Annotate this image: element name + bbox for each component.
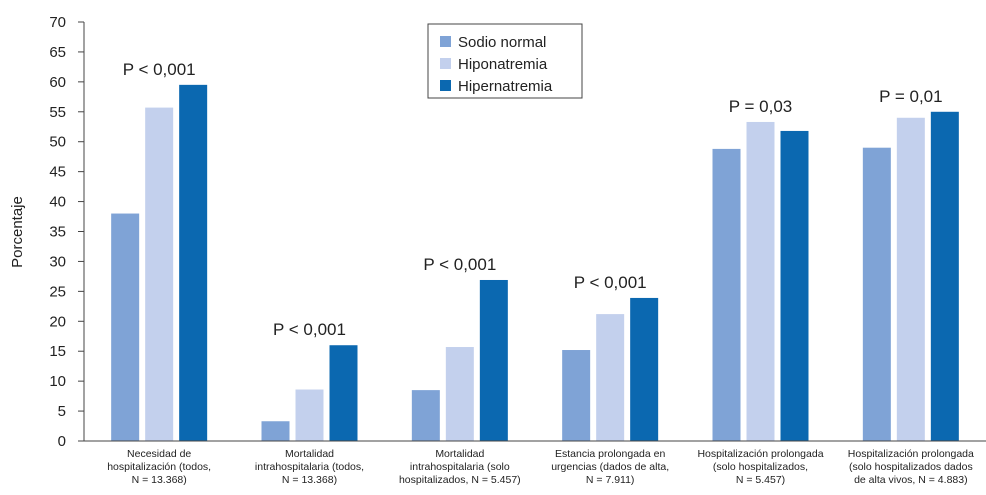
bars-group — [111, 84, 959, 442]
bar — [712, 148, 741, 441]
bar — [411, 390, 440, 441]
y-axis-ticks: 0 5 10 15 20 25 30 35 40 45 50 55 60 65 70 — [49, 14, 85, 450]
y-tick-label: 40 — [49, 194, 66, 211]
bar — [295, 389, 324, 441]
bar — [862, 147, 891, 441]
y-tick-label: 60 — [49, 74, 66, 91]
category-labels: Necesidad de hospitalización (todos, N = 1… — [107, 448, 974, 486]
p-value-label: P = 0,03 — [729, 97, 793, 116]
y-tick-label: 0 — [58, 433, 66, 450]
y-tick-label: 65 — [49, 44, 66, 61]
y-tick-label: 5 — [58, 403, 66, 420]
y-tick-label: 55 — [49, 104, 66, 121]
y-tick-label: 50 — [49, 134, 66, 151]
p-value-label: P = 0,01 — [879, 87, 943, 106]
bar — [329, 345, 358, 441]
bar — [930, 111, 959, 442]
legend-label: Hipernatremia — [458, 78, 553, 95]
legend-swatch — [440, 80, 451, 91]
legend-box — [427, 23, 583, 99]
bar — [630, 297, 659, 441]
legend: Sodio normal Hiponatremia Hipernatremia — [427, 23, 583, 99]
p-value-label: P < 0,001 — [574, 273, 647, 292]
bar — [596, 314, 625, 441]
y-tick-label: 15 — [49, 343, 66, 360]
y-tick-label: 70 — [49, 14, 66, 31]
y-tick-label: 25 — [49, 283, 66, 300]
bar — [896, 117, 925, 442]
y-tick-label: 45 — [49, 164, 66, 181]
x-category-label: Necesidad de hospitalización (todos, N = 1… — [107, 448, 211, 486]
bar — [261, 421, 290, 441]
bar — [445, 347, 474, 441]
legend-label: Sodio normal — [458, 34, 546, 51]
p-value-label: P < 0,001 — [423, 255, 496, 274]
bar — [780, 130, 809, 441]
p-value-label: P < 0,001 — [273, 320, 346, 339]
bar — [479, 279, 508, 441]
bar — [111, 213, 140, 441]
legend-swatch — [440, 36, 451, 47]
bar — [145, 107, 174, 442]
x-category-label: Estancia prolongada en urgencias (dados d… — [551, 448, 669, 486]
y-tick-label: 20 — [49, 313, 66, 330]
y-tick-label: 10 — [49, 373, 66, 390]
p-value-label: P < 0,001 — [123, 60, 196, 79]
x-category-label: Mortalidad intrahospitalaria (solo hospita… — [399, 448, 521, 486]
legend-label: Hiponatremia — [458, 56, 548, 73]
p-value-annotations: P < 0,001 P < 0,001 P < 0,001 P < 0,001 P = … — [123, 60, 943, 339]
bar — [562, 350, 591, 441]
x-category-label: Mortalidad intrahospitalaria (todos, N = 1… — [255, 448, 364, 486]
y-tick-label: 35 — [49, 224, 66, 241]
bar — [179, 84, 208, 441]
x-category-label: Hospitalización prolongada (solo hospital… — [848, 448, 974, 486]
legend-swatch — [440, 58, 451, 69]
x-category-label: Hospitalización prolongada (solo hospital… — [697, 448, 823, 486]
y-axis-label: Porcentaje — [9, 196, 26, 268]
y-tick-label: 30 — [49, 253, 66, 270]
bar — [746, 121, 775, 441]
